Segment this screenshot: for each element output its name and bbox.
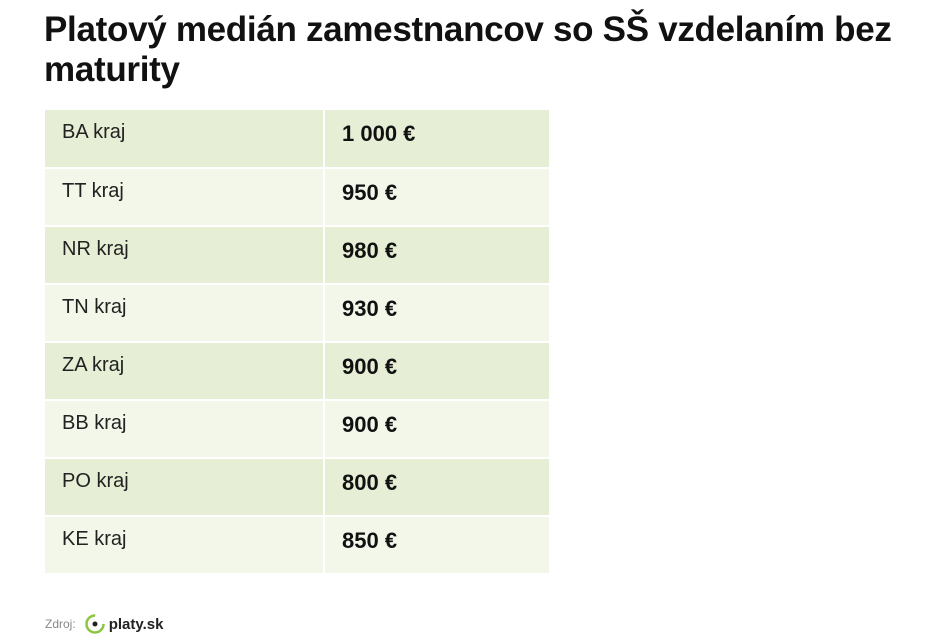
region-cell: NR kraj: [45, 226, 325, 284]
table-row: PO kraj 800 €: [45, 458, 549, 516]
source-label: Zdroj:: [45, 617, 76, 631]
footer: Zdroj: platy.sk: [45, 613, 163, 635]
table-row: TT kraj 950 €: [45, 168, 549, 226]
region-cell: TN kraj: [45, 284, 325, 342]
title: Platový medián zamestnancov so SŠ vzdela…: [44, 10, 892, 89]
salary-table: BA kraj 1 000 € TT kraj 950 € NR kraj 980 € TN…: [45, 110, 549, 575]
region-cell: BA kraj: [45, 110, 325, 168]
salary-cell: 850 €: [324, 516, 549, 574]
region-cell: BB kraj: [45, 400, 325, 458]
table-row: BA kraj 1 000 €: [45, 110, 549, 168]
brand: platy.sk: [108, 615, 164, 633]
salary-cell: 930 €: [324, 284, 549, 342]
region-cell: ZA kraj: [45, 342, 325, 400]
salary-cell: 900 €: [324, 342, 549, 400]
salary-cell: 950 €: [324, 168, 549, 226]
table-row: KE kraj 850 €: [45, 516, 549, 574]
table-row: BB kraj 900 €: [45, 400, 549, 458]
table-row: NR kraj 980 €: [45, 226, 549, 284]
table-row: ZA kraj 900 €: [45, 342, 549, 400]
region-cell: PO kraj: [45, 458, 325, 516]
region-cell: KE kraj: [45, 516, 325, 574]
brand-logo: [84, 614, 105, 634]
salary-cell: 900 €: [324, 400, 549, 458]
table-row: TN kraj 930 €: [45, 284, 549, 342]
region-cell: TT kraj: [45, 168, 325, 226]
salary-cell: 800 €: [324, 458, 549, 516]
salary-cell: 1 000 €: [324, 110, 549, 168]
salary-cell: 980 €: [324, 226, 549, 284]
